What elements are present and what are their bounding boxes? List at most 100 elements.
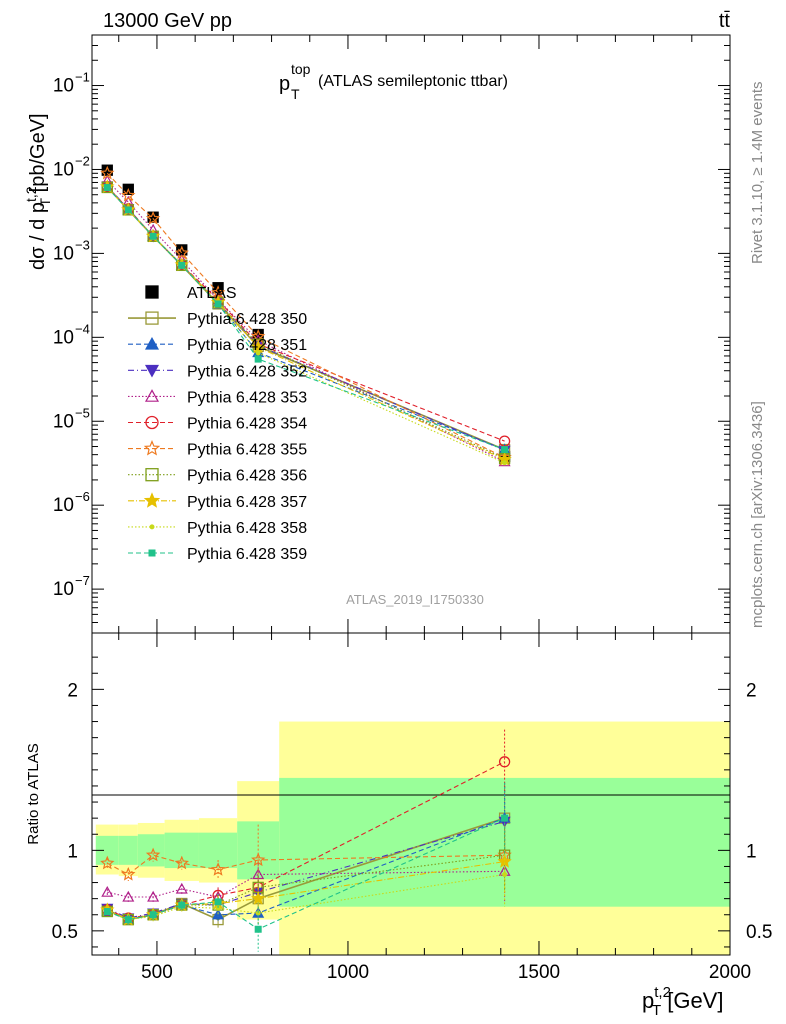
main-panel: 10−710−610−510−410−310−210−1 p top T (AT… <box>23 34 731 634</box>
legend-marker <box>145 285 159 299</box>
main-series-layer <box>100 164 512 467</box>
ratio-point <box>210 862 226 876</box>
data-point <box>174 245 189 260</box>
ratio-point <box>122 890 135 902</box>
ratio-line <box>107 854 505 876</box>
legend-marker <box>145 311 159 325</box>
stat-uncertainty-band <box>137 834 165 867</box>
ratio-point <box>103 908 111 916</box>
ratio-ytick-label: 0.5 <box>52 922 78 943</box>
ratio-xtick-label: 1000 <box>327 962 369 983</box>
data-point <box>255 350 261 356</box>
legend-label: Pythia 6.428 358 <box>187 520 307 537</box>
stat-uncertainty-band <box>118 835 138 865</box>
main-ytick-label: 10 <box>53 327 74 348</box>
legend-label: Pythia 6.428 355 <box>187 442 307 459</box>
stat-uncertainty-band <box>95 835 119 865</box>
data-point <box>254 355 262 363</box>
rivet-label: Rivet 3.1.10, ≥ 1.4M events <box>749 82 766 265</box>
ratio-point <box>100 855 115 870</box>
ratio-point <box>251 852 266 867</box>
legend-item: Pythia 6.428 359 <box>128 546 307 563</box>
ratio-point <box>147 890 160 902</box>
legend-item: ATLAS <box>145 285 237 302</box>
legend-label: Pythia 6.428 351 <box>187 337 307 354</box>
ratio-point <box>501 814 509 822</box>
data-point <box>145 211 161 225</box>
legend-marker <box>148 549 156 557</box>
legend-label: Pythia 6.428 359 <box>187 546 307 563</box>
ratio-series-359 <box>103 782 509 952</box>
main-ytick-label: 10 <box>53 495 74 516</box>
legend-label: Pythia 6.428 350 <box>187 311 307 328</box>
ratio-point <box>149 911 157 919</box>
ratio-series-layer <box>100 729 512 952</box>
main-axis-ticks: 10−710−610−510−410−310−210−1 <box>53 35 731 633</box>
data-point <box>214 300 222 308</box>
ratio-point <box>101 885 114 897</box>
legend-item: Pythia 6.428 355 <box>128 440 307 459</box>
ratio-point <box>124 916 132 924</box>
main-ytick-label: 10 <box>53 76 74 97</box>
ratio-point <box>145 847 161 862</box>
main-ytick-exponent: −3 <box>75 237 90 252</box>
svg-text:dσ / d pt,2T [pb/GeV]: dσ / d pt,2T [pb/GeV] <box>23 113 53 270</box>
legend-marker <box>149 524 155 530</box>
plot-title-rest: (ATLAS semileptonic ttbar) <box>318 73 508 90</box>
process-label: tt̄ <box>719 10 731 32</box>
ratio-xlabel: pt,2 T [GeV] <box>642 984 723 1019</box>
main-ytick-exponent: −1 <box>75 70 90 85</box>
ratio-point <box>502 872 508 877</box>
legend-marker <box>143 440 161 456</box>
legend-label: Pythia 6.428 357 <box>187 494 307 511</box>
legend-label: Pythia 6.428 353 <box>187 389 307 406</box>
data-point <box>501 446 509 454</box>
series-359 <box>103 183 509 454</box>
ratio-panel: 0.5 0.5 1 1 2 2 500 1000 1500 2000 Ratio to ATLAS… <box>25 632 772 1019</box>
main-ylabel: dσ / d pt,2T [pb/GeV] <box>23 113 53 270</box>
legend-label: ATLAS <box>187 285 237 302</box>
ratio-ytick-label: 2 <box>67 680 78 701</box>
main-ytick-exponent: −2 <box>75 153 90 168</box>
legend-marker <box>144 364 160 378</box>
ratio-xtick-label: 2000 <box>709 962 751 983</box>
data-point <box>121 187 136 202</box>
main-ytick-label: 10 <box>53 159 74 180</box>
main-ytick-exponent: −4 <box>75 321 90 336</box>
ratio-frame <box>91 632 731 956</box>
legend-label: Pythia 6.428 356 <box>187 468 307 485</box>
main-frame <box>91 34 731 634</box>
data-point <box>502 460 508 466</box>
ratio-point <box>178 901 186 909</box>
legend-item: Pythia 6.428 358 <box>128 520 307 537</box>
ratio-ytick-label-right: 1 <box>746 841 757 862</box>
data-point <box>100 165 115 180</box>
ratio-point <box>498 756 511 768</box>
plot-title-superscript: top <box>291 61 311 77</box>
ratio-point <box>254 925 262 933</box>
legend-item: Pythia 6.428 356 <box>128 468 307 485</box>
legend-marker <box>143 492 161 508</box>
plot-title-subscript: T <box>291 86 300 102</box>
ratio-xtick-label: 1500 <box>518 962 560 983</box>
plot-title: p <box>279 73 290 95</box>
main-ytick-exponent: −5 <box>75 405 90 420</box>
data-point <box>124 206 132 214</box>
legend-item: Pythia 6.428 353 <box>128 389 307 406</box>
legend-label: Pythia 6.428 354 <box>187 416 307 433</box>
data-point <box>103 183 111 191</box>
svg-text:pt,2T [GeV]: pt,2 T [GeV] <box>642 984 723 1019</box>
main-ytick-label: 10 <box>53 411 74 432</box>
legend-item: Pythia 6.428 350 <box>128 311 307 328</box>
data-point <box>178 261 186 269</box>
ratio-point <box>251 891 266 905</box>
legend-marker <box>144 336 160 350</box>
main-ytick-exponent: −6 <box>75 489 90 504</box>
ratio-ylabel: Ratio to ATLAS <box>25 743 42 844</box>
data-point <box>149 232 157 240</box>
main-ytick-label: 10 <box>53 243 74 264</box>
legend-item: Pythia 6.428 357 <box>128 492 307 511</box>
ratio-ytick-label-right: 0.5 <box>746 922 772 943</box>
legend-item: Pythia 6.428 352 <box>128 363 307 380</box>
